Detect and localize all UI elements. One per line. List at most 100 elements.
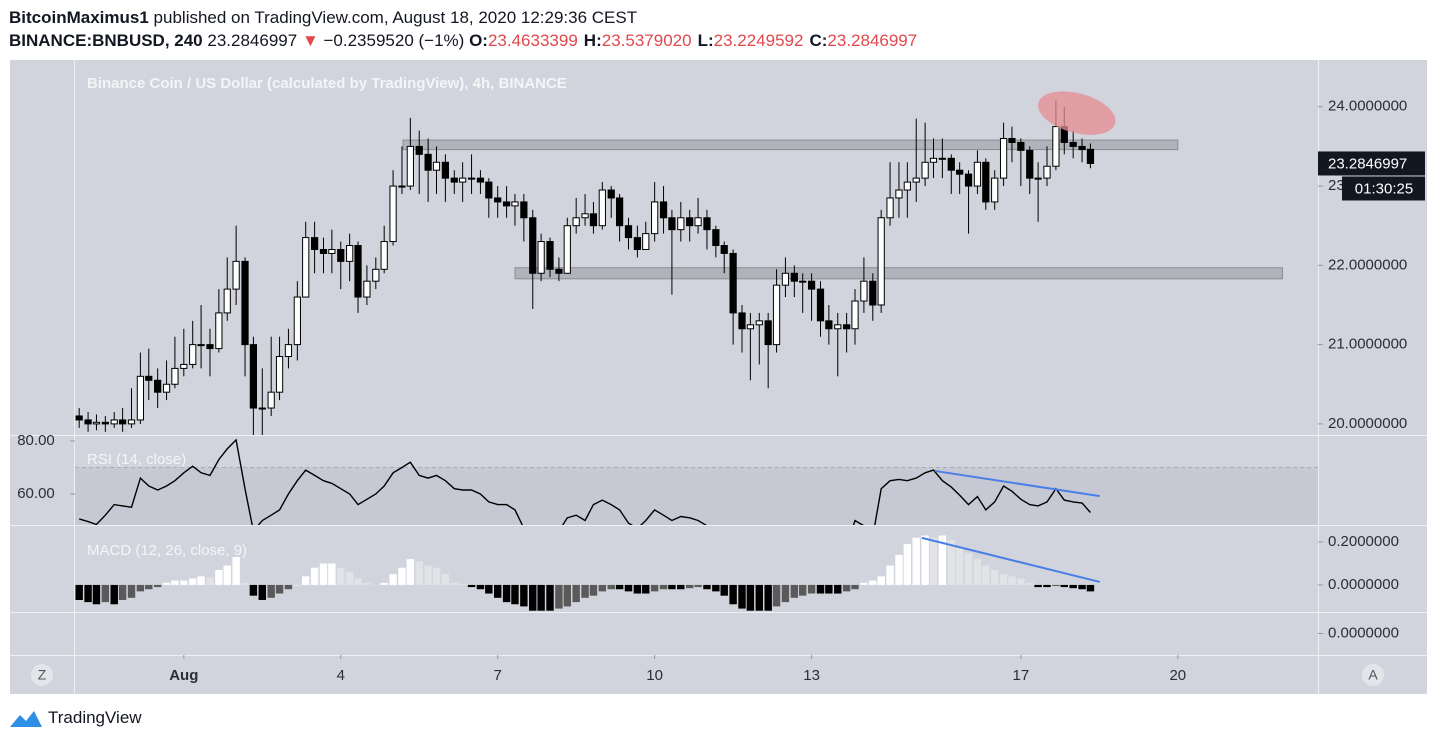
candle-body xyxy=(781,272,790,286)
x-tick-label: 4 xyxy=(337,667,345,684)
candle-body xyxy=(877,217,885,306)
candle-body xyxy=(537,241,545,274)
candle-body xyxy=(886,197,894,219)
candle-body xyxy=(598,189,606,227)
macd-bar xyxy=(973,559,982,585)
macd-bar xyxy=(406,559,415,585)
macd-bar xyxy=(493,584,502,598)
candle-body xyxy=(232,260,240,290)
candle-body xyxy=(520,201,528,219)
macd-bar xyxy=(372,584,380,586)
macd-bar xyxy=(912,537,920,585)
candle-body xyxy=(1034,177,1042,180)
macd-bar xyxy=(502,584,511,603)
macd-bar xyxy=(1008,576,1016,585)
countdown-label: 01:30:25 xyxy=(1355,180,1413,197)
macd-bar xyxy=(1026,582,1034,585)
candle-body xyxy=(1026,149,1034,179)
macd-bar xyxy=(380,582,388,585)
z-button-label[interactable]: Z xyxy=(38,667,47,683)
macd-bar xyxy=(947,539,955,585)
macd-bar xyxy=(241,582,249,585)
symbol: BINANCE:BNBUSD, 240 xyxy=(9,31,203,50)
y-tick-label: 0.0000000 xyxy=(1328,624,1399,641)
macd-bar xyxy=(319,563,328,585)
macd-bar xyxy=(458,583,467,585)
candle-body xyxy=(92,421,101,425)
candle-body xyxy=(581,213,589,219)
x-tick-label: 7 xyxy=(494,667,502,684)
macd-bar xyxy=(869,580,877,585)
ohlc-key: O: xyxy=(469,31,488,50)
candle-body xyxy=(746,324,754,330)
candle-body xyxy=(180,363,188,369)
macd-bar xyxy=(938,535,947,585)
macd-bar xyxy=(703,584,711,590)
candle-body xyxy=(189,344,197,365)
x-tick-label: 17 xyxy=(1013,667,1030,684)
macd-bar xyxy=(929,537,938,585)
macd-bar xyxy=(398,567,406,585)
candle-body xyxy=(816,288,825,322)
rsi-line xyxy=(78,438,1091,525)
candle-body xyxy=(459,177,467,183)
z-button[interactable] xyxy=(31,664,53,686)
candle-body xyxy=(432,161,441,171)
candle-body xyxy=(686,217,694,227)
candle-body xyxy=(206,344,214,350)
candle-body xyxy=(720,245,728,254)
macd-bar xyxy=(781,584,790,603)
candle-body xyxy=(947,157,955,171)
macd-bar xyxy=(729,584,737,605)
candle-body xyxy=(293,296,301,346)
candle-body xyxy=(101,421,109,425)
ohlc-value: 23.2249592 xyxy=(713,31,804,50)
candle-body xyxy=(860,280,868,302)
macd-bar xyxy=(180,580,188,585)
macd-title: MACD (12, 26, close, 9) xyxy=(87,542,247,559)
y-tick-label: 80.00 xyxy=(17,432,55,449)
macd-bar xyxy=(955,546,964,585)
macd-bar xyxy=(389,574,397,585)
candle-body xyxy=(790,272,798,282)
candle-body xyxy=(921,161,929,179)
candle-body xyxy=(84,419,92,425)
macd-bar xyxy=(964,552,973,585)
ohlc-key: H: xyxy=(583,31,602,50)
rsi-pane xyxy=(75,438,1318,525)
ohlc-value: 23.4633399 xyxy=(487,31,578,50)
candle-body xyxy=(589,213,598,227)
candle-body xyxy=(328,248,336,254)
candle-body xyxy=(197,344,205,347)
macd-bar xyxy=(92,584,101,605)
macd-bar xyxy=(153,584,162,588)
candle-body xyxy=(912,177,920,183)
candle-body xyxy=(964,173,973,187)
candle-body xyxy=(938,157,946,160)
candle-body xyxy=(118,419,127,425)
candle-body xyxy=(215,312,223,350)
macd-bar xyxy=(267,584,275,598)
candle-body xyxy=(982,161,990,203)
macd-bar xyxy=(354,578,362,585)
macd-bar xyxy=(659,584,668,590)
macd-bar xyxy=(337,567,345,585)
macd-bar xyxy=(1043,584,1051,588)
candle-body xyxy=(807,280,816,290)
candle-body xyxy=(424,153,432,171)
candle-body xyxy=(615,197,624,227)
macd-bar xyxy=(284,584,293,590)
a-button-label[interactable]: A xyxy=(1368,667,1378,683)
a-button[interactable] xyxy=(1362,664,1384,686)
macd-bar xyxy=(520,584,528,607)
candle-body xyxy=(354,245,362,298)
macd-bar xyxy=(118,584,127,600)
candle-body xyxy=(1078,145,1086,151)
macd-bar xyxy=(84,584,92,603)
candle-body xyxy=(136,375,145,421)
candle-body xyxy=(642,233,650,250)
zone xyxy=(514,267,1283,280)
rsi-band xyxy=(75,467,1318,525)
candle-body xyxy=(572,217,580,227)
candle-body xyxy=(1017,141,1025,151)
